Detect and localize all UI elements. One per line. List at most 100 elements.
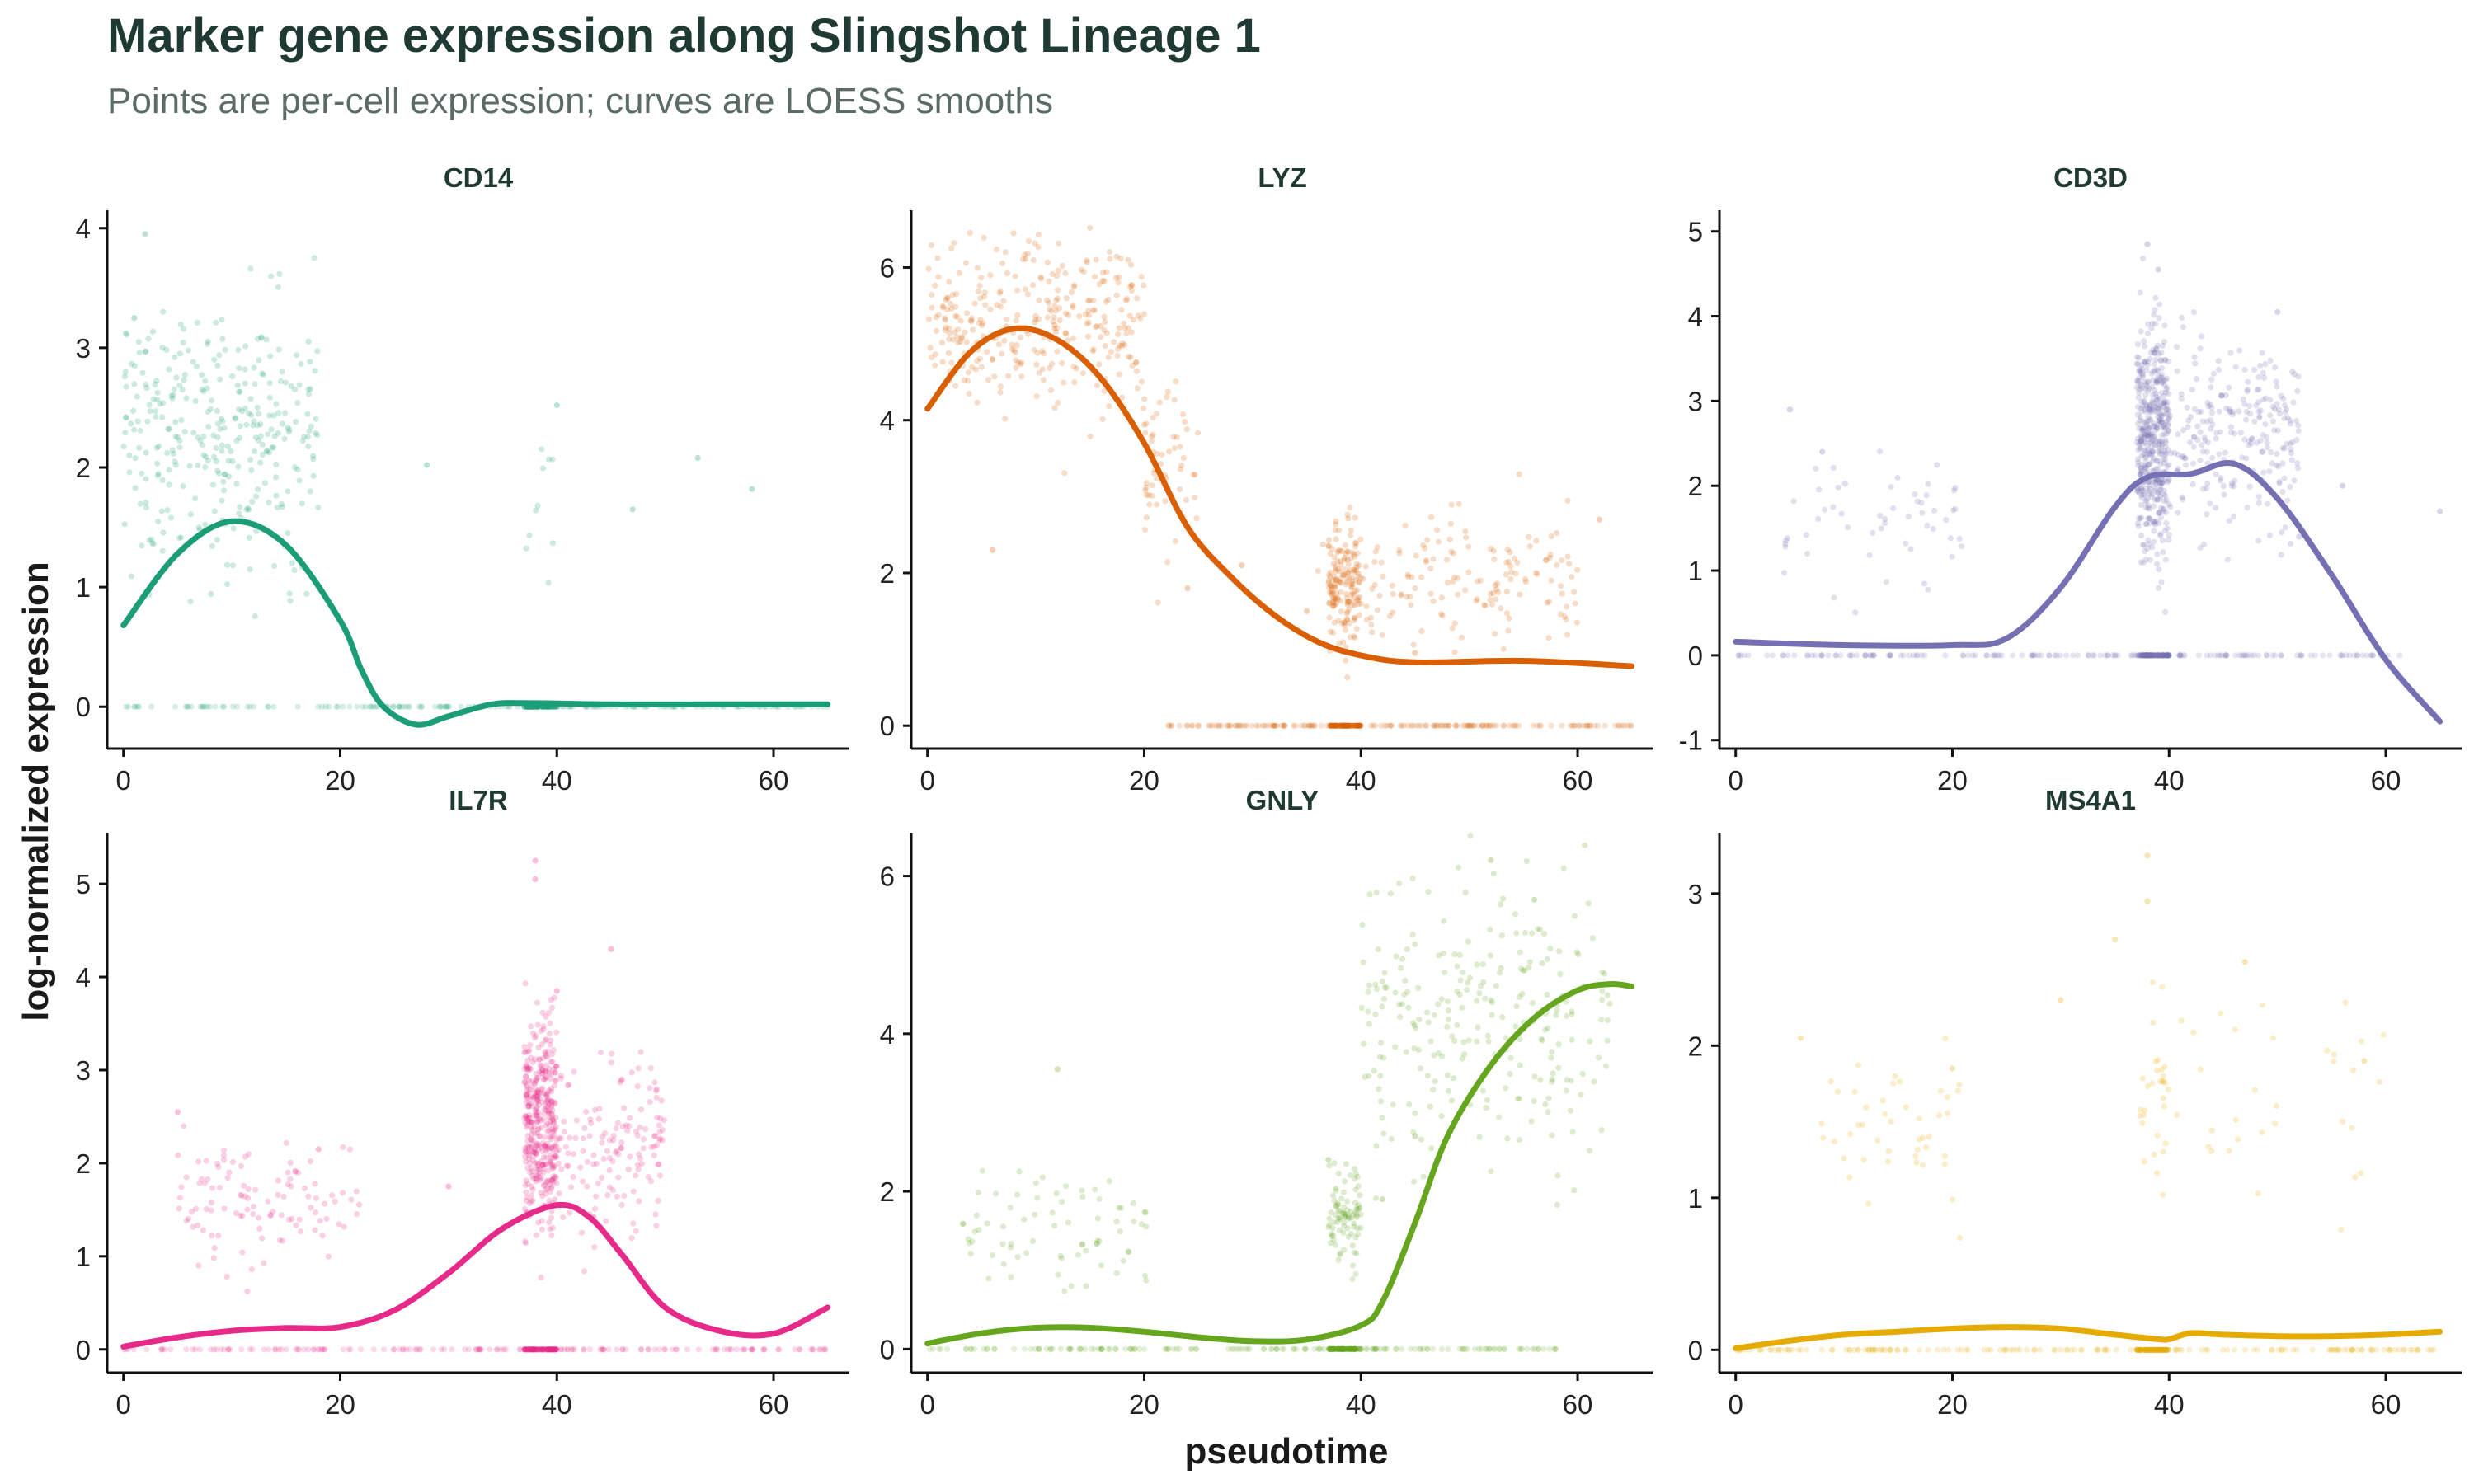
data-point	[1330, 560, 1337, 567]
data-point	[123, 414, 129, 420]
data-point	[217, 376, 223, 383]
data-point	[1338, 722, 1345, 729]
data-point	[1096, 1195, 1103, 1203]
data-point	[1330, 629, 1337, 636]
data-point	[1571, 1187, 1578, 1194]
data-point	[2155, 652, 2161, 659]
data-point	[1345, 599, 1352, 605]
data-point	[2135, 420, 2142, 427]
data-point	[340, 1190, 346, 1196]
data-point	[1483, 722, 1489, 729]
data-point	[538, 1117, 544, 1124]
data-point	[2274, 308, 2281, 315]
data-point	[684, 1346, 691, 1353]
data-point	[1349, 602, 1356, 608]
data-point	[1568, 1107, 1574, 1114]
data-point	[1333, 576, 1339, 583]
y-tick-label: 0	[76, 692, 91, 722]
data-point	[1515, 722, 1522, 729]
data-point	[270, 444, 277, 451]
data-point	[2159, 342, 2166, 350]
data-point	[1235, 722, 1241, 729]
data-point	[1099, 277, 1106, 284]
data-point	[1079, 1187, 1085, 1194]
data-point	[1487, 596, 1493, 603]
data-point	[2255, 494, 2262, 500]
data-point	[181, 377, 187, 383]
data-point	[2154, 652, 2161, 659]
data-point	[1089, 348, 1096, 355]
data-point	[529, 1192, 535, 1199]
data-point	[1461, 1345, 1468, 1352]
data-point	[134, 393, 140, 400]
data-point	[122, 330, 129, 336]
data-point	[1349, 597, 1356, 603]
data-point	[1964, 1346, 1971, 1353]
data-point	[1489, 601, 1495, 608]
data-point	[1488, 722, 1494, 729]
data-point	[1330, 722, 1337, 729]
data-point	[2294, 652, 2301, 659]
data-point	[600, 1156, 607, 1162]
data-point	[313, 416, 319, 422]
data-point	[1399, 956, 1406, 962]
data-point	[2257, 437, 2264, 444]
data-point	[1111, 339, 1117, 345]
data-point	[1133, 359, 1140, 366]
data-point	[2075, 652, 2081, 659]
data-point	[2141, 1158, 2147, 1165]
data-point	[1960, 652, 1967, 659]
data-point	[1379, 1196, 1386, 1203]
data-point	[2138, 328, 2144, 335]
data-point	[276, 1237, 283, 1244]
data-point	[2138, 368, 2144, 374]
data-point	[2162, 493, 2169, 500]
data-point	[1505, 627, 1512, 634]
data-point	[1363, 617, 1370, 623]
data-point	[1055, 400, 1061, 406]
data-point	[1430, 598, 1437, 604]
data-point	[258, 335, 265, 341]
data-point	[2251, 418, 2258, 425]
data-point	[567, 1184, 575, 1190]
data-point	[2138, 467, 2145, 474]
data-point	[1482, 603, 1489, 609]
data-point	[581, 1346, 587, 1353]
data-point	[581, 1125, 588, 1131]
data-point	[1870, 652, 1877, 659]
data-point	[2138, 485, 2144, 491]
data-point	[967, 1345, 974, 1352]
data-point	[645, 1346, 652, 1353]
data-point	[1804, 652, 1810, 659]
data-point	[1195, 722, 1202, 729]
data-point	[2279, 529, 2285, 536]
data-point	[314, 432, 321, 439]
data-point	[1128, 282, 1135, 289]
data-point	[1627, 722, 1634, 729]
data-point	[1425, 1019, 1432, 1026]
data-point	[2160, 378, 2166, 384]
data-point	[396, 703, 403, 710]
data-point	[1356, 562, 1362, 569]
data-point	[2246, 402, 2253, 410]
data-point	[1595, 722, 1602, 729]
data-point	[2145, 652, 2152, 659]
data-point	[2161, 339, 2168, 345]
data-point	[1522, 929, 1529, 937]
data-point	[1424, 1345, 1431, 1352]
data-point	[1845, 524, 1851, 531]
data-point	[1052, 308, 1059, 314]
data-point	[1084, 257, 1090, 264]
data-point	[948, 245, 955, 251]
data-point	[2147, 404, 2153, 411]
data-point	[399, 703, 406, 710]
data-point	[1112, 1345, 1119, 1352]
data-point	[2197, 345, 2204, 352]
data-point	[1033, 393, 1040, 400]
data-point	[993, 1190, 999, 1197]
data-point	[1396, 550, 1403, 556]
data-point	[306, 428, 313, 434]
data-point	[619, 1346, 626, 1353]
data-point	[197, 438, 204, 444]
data-point	[1552, 1345, 1559, 1352]
